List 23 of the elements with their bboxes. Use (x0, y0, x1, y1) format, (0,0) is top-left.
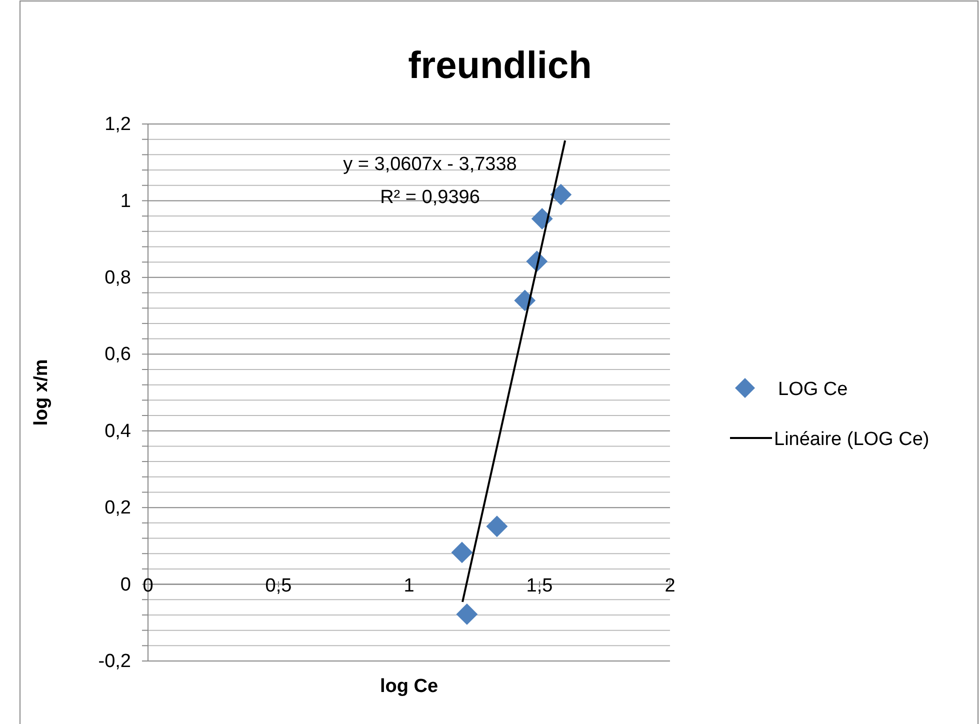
y-tick-label: 1 (120, 190, 131, 212)
x-tick-label: 1,5 (526, 575, 553, 596)
legend-label: Linéaire (LOG Ce) (774, 429, 930, 450)
x-tick-label: 1 (404, 575, 414, 596)
x-tick-label: 2 (664, 575, 676, 596)
x-tick-label: 0 (142, 575, 154, 596)
point (451, 542, 473, 564)
legend-label: LOG Ce (778, 379, 848, 400)
point (486, 516, 508, 538)
y-tick-label: 0,8 (104, 268, 131, 289)
y-tick-label: 1,2 (104, 114, 131, 136)
x-tick-label: 0,5 (265, 575, 292, 596)
point (550, 184, 572, 206)
annotation: R² = 0,9396 (380, 187, 480, 208)
y-tick-label: -0,2 (98, 651, 131, 672)
y-tick-label: 0,4 (104, 420, 132, 442)
chart-title: freundlich (408, 45, 592, 87)
y-tick-label: 0,6 (104, 344, 131, 366)
x-axis-title: log Ce (380, 676, 438, 697)
y-tick-label: 0,2 (104, 498, 131, 519)
point (456, 603, 478, 625)
y-axis-title: log x/m (31, 359, 52, 426)
annotation: y = 3,0607x - 3,7338 (343, 154, 517, 175)
